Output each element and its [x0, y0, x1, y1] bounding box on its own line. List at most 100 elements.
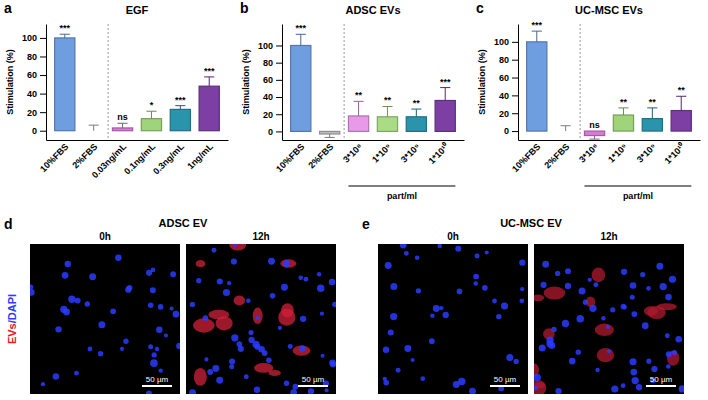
- x-tick: 10%FBS: [274, 140, 307, 174]
- nucleus: [672, 350, 677, 355]
- x-tick: 3*10⁹: [635, 140, 658, 165]
- error-cap: [354, 101, 364, 102]
- error-stem: [623, 108, 624, 115]
- y-tick-label: 0: [32, 126, 37, 136]
- nucleus: [416, 288, 421, 293]
- error-bar: [204, 77, 214, 86]
- y-tick-mark: [276, 45, 282, 46]
- nucleus: [256, 316, 260, 320]
- nucleus: [150, 359, 158, 367]
- bar: [671, 111, 691, 132]
- significance: ***: [175, 95, 186, 105]
- x-tick-label: 1*10¹⁰: [663, 141, 688, 166]
- bar: [291, 45, 311, 131]
- nucleus: [555, 271, 560, 276]
- error-cap: [204, 76, 214, 77]
- nucleus: [74, 371, 79, 376]
- nucleus: [629, 358, 636, 365]
- nucleus: [158, 368, 162, 372]
- scale-bar-label: 50 µm: [302, 375, 325, 384]
- x-tick-label: 1*10⁹: [606, 142, 629, 165]
- y-tick-label: 20: [499, 109, 509, 119]
- y-tick-label: 40: [263, 92, 273, 102]
- nucleus: [642, 322, 649, 329]
- x-tick: 1*10¹⁰: [427, 140, 452, 166]
- chart-title: EGF: [126, 4, 149, 16]
- bar: [320, 131, 340, 134]
- bar: [613, 115, 633, 131]
- x-tick: 2%FBS: [70, 140, 99, 171]
- nucleus: [569, 358, 576, 365]
- y-tick: 20: [499, 109, 518, 119]
- nucleus: [621, 304, 627, 310]
- x-tick-label: 3*10⁹: [635, 142, 658, 165]
- error-stem: [594, 136, 595, 140]
- significance: **: [355, 90, 363, 100]
- nucleus: [229, 358, 235, 364]
- nucleus: [244, 374, 249, 379]
- nucleus: [158, 304, 164, 310]
- group-bracket: [584, 185, 691, 186]
- nucleus: [173, 311, 180, 318]
- y-tick-label: 20: [27, 108, 37, 118]
- nucleus: [196, 278, 201, 283]
- nucleus: [233, 244, 237, 247]
- x-tick: 10%FBS: [38, 140, 71, 174]
- nucleus: [636, 384, 642, 390]
- y-tick-mark: [512, 42, 518, 43]
- nucleus: [630, 282, 637, 289]
- nucleus: [223, 289, 230, 296]
- nucleus: [660, 283, 667, 290]
- scale-bar-label: 50 µm: [650, 375, 673, 384]
- nucleus: [203, 315, 209, 321]
- y-tick-label: 80: [27, 52, 37, 62]
- nucleus: [651, 366, 657, 372]
- micrograph-background: [30, 244, 180, 394]
- nucleus: [606, 325, 610, 329]
- y-tick-mark: [276, 114, 282, 115]
- significance: **: [678, 85, 686, 95]
- nucleus: [415, 255, 420, 260]
- plot-marks: [55, 34, 220, 131]
- bar: [435, 100, 455, 131]
- bar: [406, 117, 426, 132]
- error-stem: [151, 111, 152, 118]
- nucleus: [229, 364, 234, 369]
- nucleus: [254, 386, 260, 392]
- x-tick-label: 10%FBS: [274, 142, 307, 175]
- error-cap: [590, 139, 600, 140]
- nucleus: [458, 378, 465, 385]
- error-bar: [647, 108, 657, 119]
- y-tick-mark: [276, 63, 282, 64]
- x-tick-label: 1*10¹⁰: [427, 141, 452, 166]
- error-stem: [445, 88, 446, 101]
- nucleus: [539, 344, 546, 351]
- nucleus: [475, 253, 480, 258]
- y-tick-label: 40: [27, 89, 37, 99]
- x-axis-line: [47, 140, 229, 141]
- y-tick-mark: [512, 78, 518, 79]
- ev-signal: [281, 303, 293, 317]
- nucleus: [621, 269, 627, 275]
- nucleus: [87, 346, 92, 351]
- error-cap: [561, 125, 571, 126]
- nucleus: [65, 261, 71, 267]
- y-tick: 0: [32, 126, 46, 136]
- y-tick: 100: [494, 37, 518, 47]
- y-tick: 100: [22, 33, 46, 43]
- nucleus: [430, 314, 435, 319]
- error-cap: [532, 31, 542, 32]
- y-tick: 80: [499, 55, 518, 65]
- error-stem: [358, 101, 359, 116]
- nucleus: [631, 311, 637, 317]
- significance: ***: [60, 23, 71, 33]
- nucleus: [390, 283, 397, 290]
- bar: [377, 117, 397, 132]
- y-tick: 20: [27, 108, 46, 118]
- y-tick-label: 80: [499, 55, 509, 65]
- nucleus: [148, 344, 153, 349]
- stain-label: EVs/DAPI: [6, 294, 18, 344]
- micrograph: [378, 244, 528, 394]
- y-axis-title: Stimulation (%): [5, 49, 15, 115]
- y-tick-label: 20: [263, 110, 273, 120]
